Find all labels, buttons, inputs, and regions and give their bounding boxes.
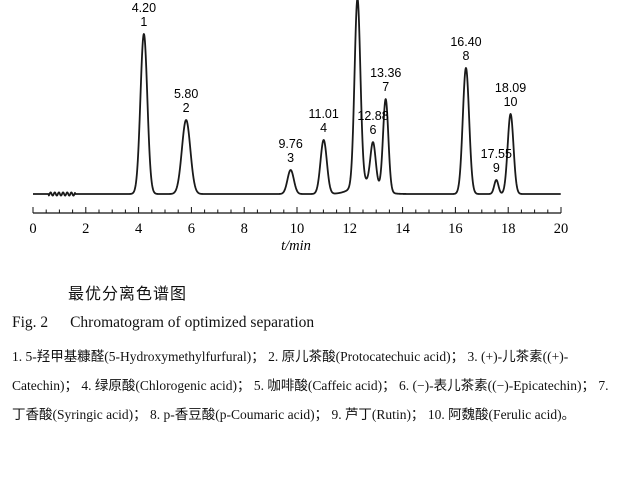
legend-item: 1. 5-羟甲基糠醛(5-Hydroxymethylfurfural)； [12, 349, 265, 364]
peak-retention-label: 4.20 [132, 1, 156, 15]
chromatogram-chart: 0 2 4 6 8 10 12 14 16 18 20 4.2015.8029.76311.0141… [29, 0, 568, 254]
peak-retention-label: 9.76 [278, 137, 302, 151]
legend-item: 9. 芦丁(Rutin)； [331, 407, 425, 422]
legend-item: 4. 绿原酸(Chlorogenic acid)； [81, 378, 251, 393]
caption-title-chinese: 最优分离色谱图 [68, 286, 188, 303]
peak-retention-label: 17.55 [481, 147, 512, 161]
peak-retention-label: 18.09 [495, 81, 526, 95]
peak-number-label: 9 [493, 161, 500, 175]
peak-number-label: 8 [462, 49, 469, 63]
figure-title: Chromatogram of optimized separation [70, 314, 315, 331]
legend-item: 5. 咖啡酸(Caffeic acid)； [253, 378, 396, 393]
peak-retention-label: 11.01 [308, 107, 338, 121]
peak-number-label: 6 [370, 123, 377, 137]
x-tick-labels: 0 2 4 6 8 10 12 14 16 18 20 [29, 221, 568, 237]
peak-retention-label: 13.36 [370, 66, 401, 80]
x-tick-label: 8 [241, 221, 248, 237]
peak-number-label: 3 [287, 151, 294, 165]
x-tick-label: 10 [290, 221, 305, 237]
x-tick-label: 6 [188, 221, 195, 237]
figure-caption: Fig. 2 Chromatogram of optimized separat… [12, 314, 314, 332]
x-tick-label: 2 [82, 221, 89, 237]
x-tick-label: 14 [395, 221, 410, 237]
x-tick-label: 4 [135, 221, 143, 237]
peak-number-label: 4 [320, 121, 327, 135]
peak-retention-label: 16.40 [450, 35, 481, 49]
peak-number-label: 2 [183, 101, 190, 115]
peak-number-label: 1 [140, 15, 147, 29]
x-axis [32, 207, 562, 214]
legend-item: 8. p-香豆酸(p-Coumaric acid)； [149, 407, 329, 422]
legend-item: 2. 原儿茶酸(Protocatechuic acid)； [268, 349, 465, 364]
x-tick-label: 12 [343, 221, 358, 237]
x-tick-label: 16 [448, 221, 463, 237]
compound-legend: 1. 5-羟甲基糠醛(5-Hydroxymethylfurfural)； 2. … [12, 342, 616, 429]
x-tick-label: 18 [501, 221, 516, 237]
peak-retention-label: 12.88 [357, 109, 388, 123]
legend-item: 6. (−)-表儿茶素((−)-Epicatechin)； [399, 378, 595, 393]
figure-label: Fig. 2 [12, 314, 49, 331]
legend-item: 3. (+)-儿茶素((+)-Catechin)； [12, 349, 569, 393]
peak-number-label: 10 [504, 95, 518, 109]
peak-retention-label: 5.80 [174, 87, 198, 101]
x-axis-label: t/min [281, 238, 311, 254]
x-tick-label: 0 [29, 221, 36, 237]
peak-number-label: 7 [382, 80, 389, 94]
x-tick-label: 20 [554, 221, 569, 237]
peak-labels: 4.2015.8029.76311.01412.29512.88613.3671… [132, 1, 527, 175]
legend-item: 10. 阿魏酸(Ferulic acid)。 [427, 407, 576, 422]
chromatogram-trace [32, 0, 562, 197]
legend-item: 7. 丁香酸(Syringic acid)； [12, 378, 609, 422]
